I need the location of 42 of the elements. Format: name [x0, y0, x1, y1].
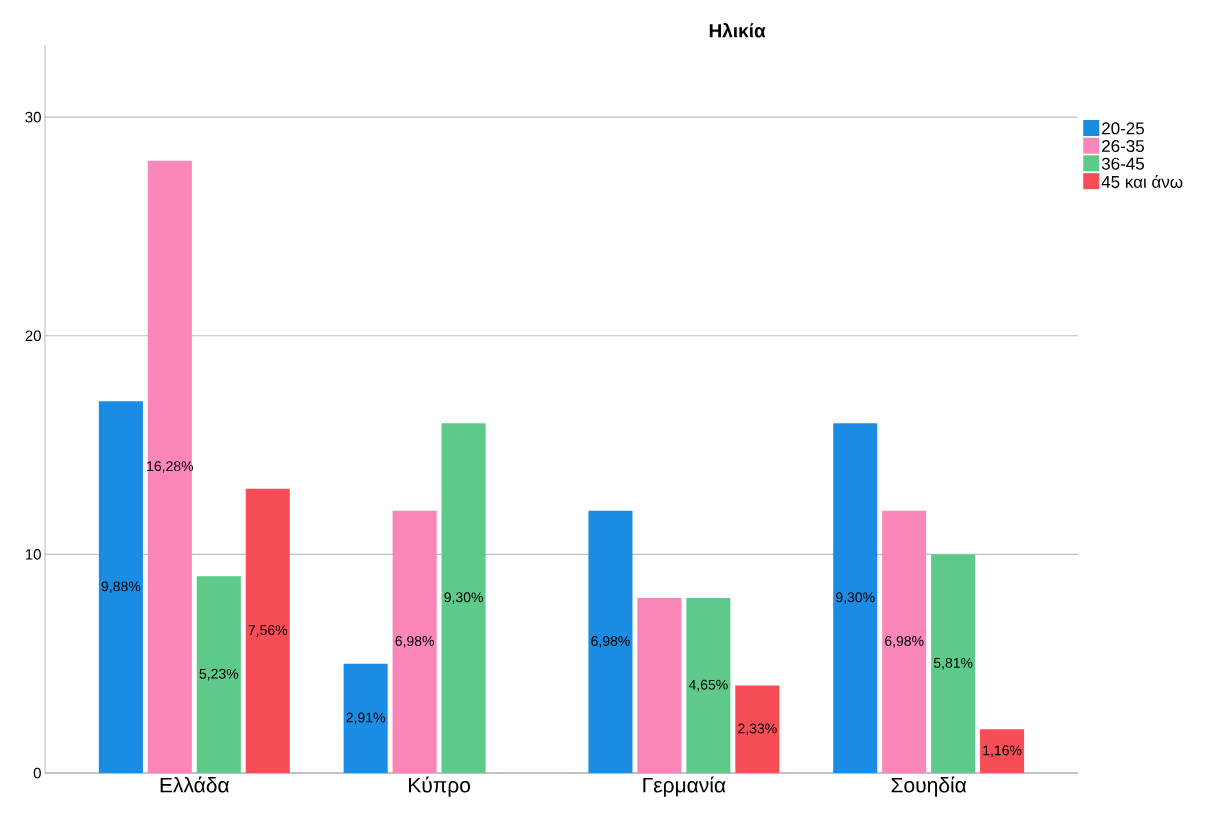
legend-label: 36-45 — [1101, 157, 1144, 170]
legend-label: 26-35 — [1102, 139, 1144, 153]
annotation: 2,33% — [738, 723, 777, 736]
annotation: 6,98% — [591, 636, 630, 648]
bar — [882, 510, 927, 773]
bar — [392, 510, 437, 773]
bar — [441, 423, 486, 773]
bar — [245, 488, 290, 773]
annotation: 5,23% — [199, 668, 239, 681]
bar — [343, 663, 388, 773]
annotation: 9,30% — [836, 592, 875, 604]
x-tick-label: Σουηδία — [891, 776, 967, 797]
y-tick-label: 10 — [25, 549, 41, 560]
x-tick-label: Κύπρο — [409, 776, 471, 797]
y-tick-label: 0 — [33, 767, 41, 779]
bar — [735, 685, 780, 773]
y-tick-label: 30 — [25, 111, 41, 123]
annotation: 6,98% — [395, 636, 434, 648]
bar — [637, 598, 682, 773]
annotation: 7,56% — [248, 625, 288, 637]
bar — [931, 554, 976, 773]
annotation: 4,65% — [688, 679, 728, 692]
annotation: 2,91% — [346, 712, 386, 725]
legend-label: 45 και άνω — [1101, 175, 1183, 188]
y-tick-label: 20 — [25, 330, 41, 342]
annotation: 16,28% — [147, 461, 194, 473]
annotation: 1,16% — [983, 745, 1022, 757]
annotation: 6,98% — [885, 636, 924, 648]
bar — [588, 510, 633, 773]
annotation: 9,88% — [101, 581, 141, 593]
bar — [833, 423, 878, 773]
legend-label: 20-25 — [1102, 122, 1144, 135]
bar — [147, 160, 192, 773]
bar — [196, 576, 241, 773]
annotation: 5,81% — [933, 657, 973, 670]
bar — [98, 401, 143, 773]
x-tick-label: Γερμανία — [643, 776, 726, 797]
x-tick-label: Ελλάδα — [160, 776, 230, 793]
bar — [686, 598, 731, 773]
chart-title: Ηλικία — [709, 23, 766, 38]
annotation: 9,30% — [444, 592, 483, 604]
bar — [980, 729, 1025, 773]
